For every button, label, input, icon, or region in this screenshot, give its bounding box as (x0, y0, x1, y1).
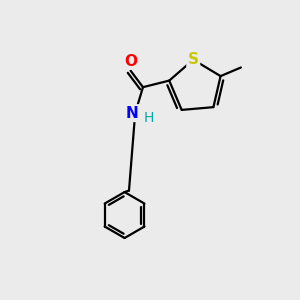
Text: O: O (124, 54, 137, 69)
Text: N: N (126, 106, 139, 121)
Text: H: H (143, 110, 154, 124)
Text: S: S (188, 52, 199, 67)
